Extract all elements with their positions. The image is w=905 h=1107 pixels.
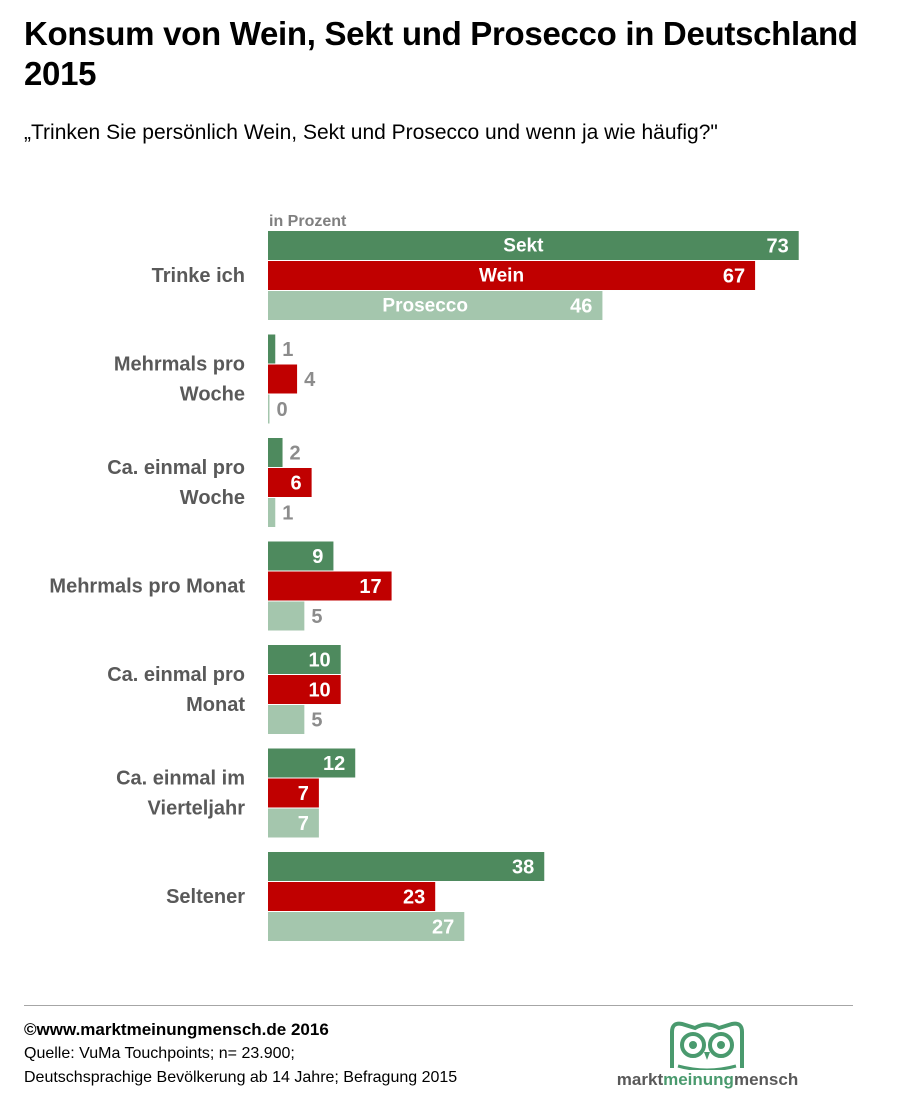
bar-sekt xyxy=(268,645,341,674)
bar-sekt xyxy=(268,438,283,467)
footer: ©www.marktmeinungmensch.de 2016 Quelle: … xyxy=(24,1018,584,1090)
copyright-text: ©www.marktmeinungmensch.de 2016 xyxy=(24,1020,329,1039)
chart-subtitle: „Trinken Sie persönlich Wein, Sekt und P… xyxy=(24,121,718,144)
category-label: Ca. einmal im xyxy=(116,768,245,790)
bar-sekt xyxy=(268,541,334,571)
category-label: Woche xyxy=(180,384,245,406)
logo-text-markt: markt xyxy=(616,1070,664,1089)
bar-prosecco xyxy=(268,912,465,941)
bar-prosecco xyxy=(268,808,319,838)
data-label: 73 xyxy=(766,236,788,258)
bar-sekt xyxy=(268,852,545,881)
data-label: 5 xyxy=(311,606,322,628)
data-label: 12 xyxy=(323,753,345,775)
bar-wein xyxy=(268,261,756,290)
category-label: Woche xyxy=(180,487,245,509)
bar-prosecco xyxy=(268,291,603,320)
data-label: 1 xyxy=(282,503,293,525)
owl-icon xyxy=(670,1021,744,1072)
data-label: 5 xyxy=(311,710,322,732)
bar-wein xyxy=(268,364,298,394)
category-label: Mehrmals pro Monat xyxy=(49,576,245,598)
bar-wein xyxy=(268,468,312,497)
bar-prosecco xyxy=(268,498,276,527)
data-label: 6 xyxy=(290,473,301,495)
bar-prosecco xyxy=(268,601,305,631)
category-label: Ca. einmal pro xyxy=(107,457,245,479)
category-label: Vierteljahr xyxy=(148,798,246,820)
data-label: 10 xyxy=(308,680,330,702)
bar-wein xyxy=(268,675,341,704)
data-label: 17 xyxy=(359,576,381,598)
unit-label: in Prozent xyxy=(269,213,347,230)
category-label: Seltener xyxy=(166,886,245,908)
logo-text-meinung: meinung xyxy=(663,1070,734,1089)
bar-prosecco xyxy=(268,705,305,734)
category-label: Mehrmals pro xyxy=(114,354,245,376)
data-label: 9 xyxy=(312,546,323,568)
data-label: 7 xyxy=(298,783,309,805)
data-label: 2 xyxy=(290,443,301,465)
bar-wein xyxy=(268,778,319,808)
bar-prosecco xyxy=(268,394,270,424)
footer-divider xyxy=(24,1005,853,1006)
logo: marktmeinungmensch xyxy=(600,1018,815,1098)
data-label: 10 xyxy=(308,650,330,672)
legend-label-prosecco: Prosecco xyxy=(382,296,468,317)
logo-wordmark: marktmeinungmensch xyxy=(600,1070,815,1090)
legend-label-wein: Wein xyxy=(479,266,524,287)
population-text: Deutschsprachige Bevölkerung ab 14 Jahre… xyxy=(24,1069,458,1086)
bar-wein xyxy=(268,571,392,601)
data-label: 27 xyxy=(432,917,454,939)
data-label: 4 xyxy=(304,369,316,391)
source-text: Quelle: VuMa Touchpoints; n= 23.900; xyxy=(24,1045,295,1062)
category-label: Monat xyxy=(186,694,245,716)
legend-label-sekt: Sekt xyxy=(503,236,544,257)
category-label: Trinke ich xyxy=(152,265,245,287)
data-label: 46 xyxy=(570,296,592,318)
data-label: 38 xyxy=(512,857,534,879)
data-label: 67 xyxy=(723,266,745,288)
category-label: Ca. einmal pro xyxy=(107,664,245,686)
logo-text-mensch: mensch xyxy=(733,1070,799,1089)
data-label: 1 xyxy=(282,339,293,361)
page-title: Konsum von Wein, Sekt und Prosecco in De… xyxy=(24,15,858,92)
bar-wein xyxy=(268,882,436,911)
data-label: 0 xyxy=(277,399,288,421)
bar-sekt xyxy=(268,231,799,260)
data-label: 7 xyxy=(298,813,309,835)
bar-sekt xyxy=(268,334,276,364)
bar-sekt xyxy=(268,748,356,778)
data-label: 23 xyxy=(403,887,425,909)
